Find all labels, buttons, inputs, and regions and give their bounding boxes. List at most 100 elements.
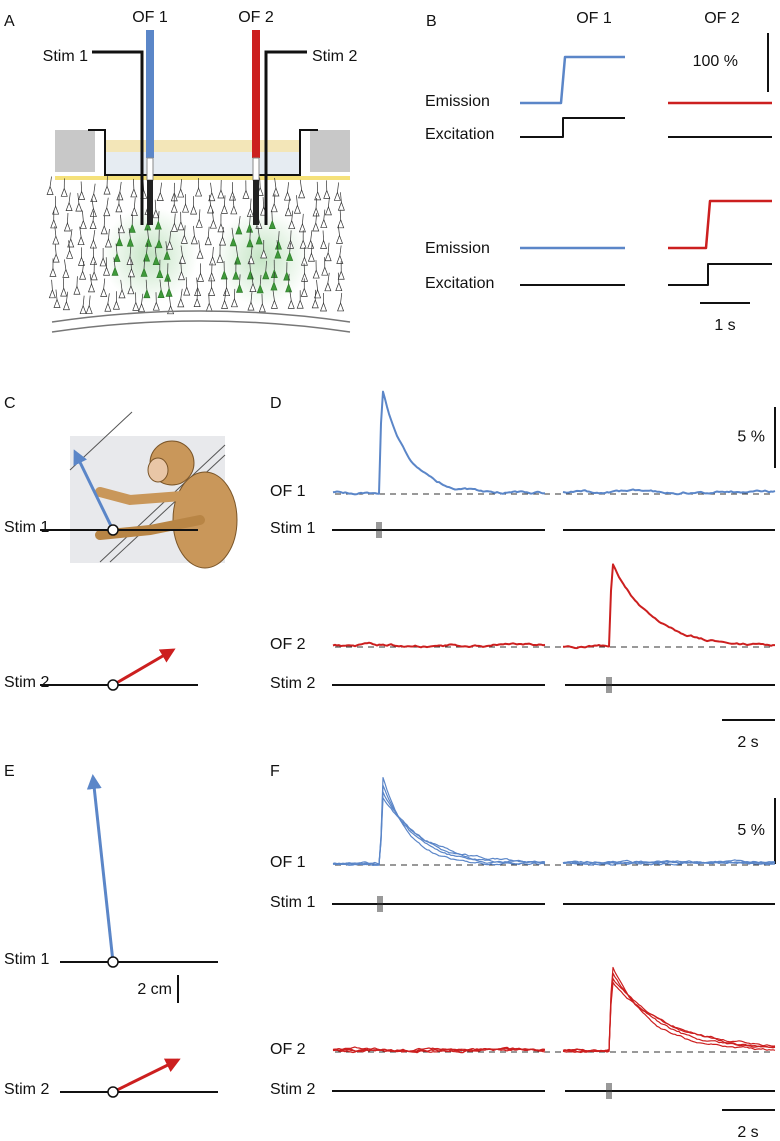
figure-layer: A OF 1 OF 2 Stim 1 Stim 2 B OF 1 OF 2 100 % Emiss… [4,9,776,1141]
brain-surface [51,320,351,333]
neuron [156,259,164,279]
neuron [232,261,240,280]
neuron [298,213,306,233]
neuron [128,214,136,233]
neuron [177,179,185,198]
neuron [274,240,282,259]
neuron-body [204,235,212,246]
neuron-dendrite [339,209,342,220]
neuron-body [216,253,224,263]
scale-label: 5 % [737,429,765,446]
neuron-body [49,267,57,277]
scale-label: 2 s [737,734,758,751]
neuron-body [89,219,97,229]
trace [520,117,625,138]
neuron-body [60,187,68,197]
neuron [152,246,160,266]
neuron [229,227,237,247]
neuron-body [132,301,140,311]
neuron-dendrite [340,192,342,203]
neuron-body [220,270,228,280]
neuron [217,213,225,233]
neuron-body [90,270,98,281]
chamber [105,152,300,174]
neuron-dendrite [208,293,210,304]
neuron-dendrite [93,229,96,241]
neuron-body [335,281,343,292]
neuron-body [154,220,162,230]
neuron-body [293,204,301,214]
neuron [320,209,328,228]
neuron-body [247,301,255,311]
neuron-dendrite [337,272,340,283]
fiber-shaft [147,180,153,225]
origin [107,1086,119,1098]
neuron-body [90,192,98,203]
scale-label: 5 % [737,822,765,839]
neuron-dendrite [296,195,298,206]
neuron-body [258,302,266,313]
neuron [268,210,276,229]
neuron-dendrite [146,243,148,254]
neuron [333,182,341,201]
neuron [242,180,250,199]
neuron-body [183,286,191,296]
trace [562,966,776,1053]
neuron-dendrite [113,257,116,268]
neuron [152,199,160,219]
neuron [180,225,188,244]
neuron-body [62,300,70,311]
trace [562,488,776,496]
fiber-tip [146,157,154,181]
neuron [274,231,282,250]
neuron [223,277,231,297]
neuron [314,181,322,201]
neuron-body [190,205,198,215]
fiber-label: OF 2 [238,9,274,26]
neuron-body [209,219,217,229]
neuron-dendrite [80,181,82,192]
neuron-body [232,270,240,280]
neuron [155,229,163,249]
neuron-dendrite [154,199,157,210]
neuron [209,210,217,229]
neuron-dendrite [287,182,289,193]
neuron [284,197,292,217]
neuron-body [288,219,296,230]
neuron-body [53,298,61,308]
neuron [140,258,148,277]
neuron-body [117,223,125,234]
trace [563,563,775,650]
neuron-dendrite [64,259,67,270]
neuron-body [156,268,164,279]
neuron [79,295,87,315]
neuron [208,277,216,296]
neuron [335,272,343,292]
neuron [247,292,255,311]
neuron [260,240,268,259]
neuron-dendrite [130,258,132,269]
neuron-body [208,191,216,202]
panel-label: B [426,13,437,30]
neuron-dendrite [147,228,149,239]
neuron-dendrite [92,210,95,221]
neuron-body [155,238,163,249]
neuron-body [221,299,229,309]
neuron-body [300,287,308,297]
neuron [138,293,146,313]
neuron-body [52,235,60,245]
neuron-body [190,234,198,245]
neuron [63,212,71,232]
neuron [143,279,151,299]
neuron-body [333,191,341,201]
neuron-body [62,268,70,278]
neuron-dendrite [310,230,313,241]
neuron-body [164,272,172,282]
vector [112,1058,181,1094]
stim-label: Stim 2 [4,1081,49,1098]
neuron [177,288,185,308]
neuron [195,178,203,197]
neuron-body [270,299,278,309]
neuron [75,193,83,212]
